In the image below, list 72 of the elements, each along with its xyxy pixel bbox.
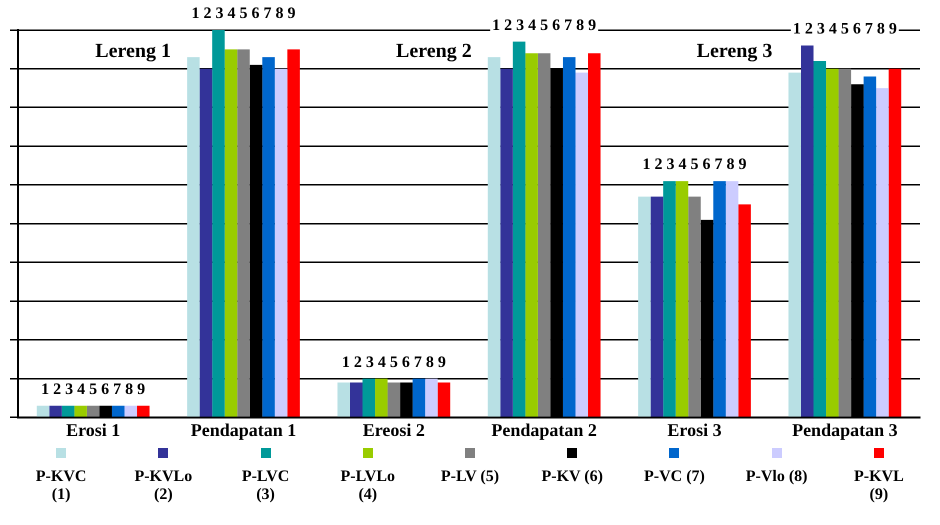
bar — [187, 57, 200, 417]
bar — [638, 196, 651, 417]
bar — [538, 53, 550, 417]
bar — [137, 406, 150, 417]
legend-label: P-KVL (9) — [852, 468, 905, 504]
bar — [814, 60, 826, 417]
bar — [350, 382, 363, 417]
x-tick-label: Ereosi 2 — [362, 420, 425, 440]
bar — [49, 406, 62, 417]
bar — [788, 72, 801, 417]
bar — [713, 181, 726, 417]
annotation: Lereng 3 — [696, 40, 772, 62]
bar — [74, 406, 87, 417]
bar — [287, 49, 300, 417]
bar — [588, 53, 601, 417]
bar — [200, 68, 212, 417]
bar — [575, 72, 588, 417]
bar — [800, 45, 814, 417]
bar — [650, 196, 664, 417]
legend-label: P-Vlo (8) — [744, 468, 809, 486]
annotation: Lereng 1 — [95, 40, 172, 62]
legend-label: P-KV (6) — [540, 468, 604, 486]
bar — [888, 68, 902, 417]
x-tick-label: Pendapatan 1 — [190, 420, 296, 440]
legend-label: P-LVLo (4) — [340, 468, 396, 504]
legend-label: P-LV (5) — [440, 468, 500, 486]
bar — [62, 406, 74, 417]
bar — [224, 49, 238, 417]
bar — [86, 406, 100, 417]
bar — [388, 382, 400, 417]
bar — [512, 42, 526, 417]
annotation: 1 2 3 4 5 6 7 8 9 — [342, 354, 446, 371]
bar — [438, 382, 450, 417]
x-tick-label: Pendapatan 3 — [792, 420, 898, 440]
annotation: 1 2 3 4 5 6 7 8 9 — [41, 380, 146, 398]
annotation: 1 2 3 4 5 6 7 8 9 — [642, 156, 746, 174]
legend-label: P-LVC (3) — [240, 468, 290, 504]
legend-label: P-KVC (1) — [34, 468, 88, 504]
bar — [237, 49, 250, 417]
legend-label: P-KVLo (2) — [133, 468, 194, 504]
bar — [412, 378, 426, 417]
bar — [262, 57, 275, 417]
bar — [488, 57, 500, 417]
bar — [738, 204, 751, 417]
bar — [562, 57, 576, 417]
bar — [676, 181, 688, 417]
bar — [425, 378, 438, 417]
bar — [864, 76, 876, 417]
bar — [826, 68, 839, 417]
bar — [337, 382, 350, 417]
x-tick-label: Erosi 1 — [66, 420, 120, 440]
bar — [274, 68, 288, 417]
bar — [663, 181, 676, 417]
bar — [838, 68, 852, 417]
bar — [112, 406, 124, 417]
bar — [525, 53, 538, 417]
legend-label: P-VC (7) — [642, 468, 706, 486]
annotation: 1 2 3 4 5 6 7 8 9 — [792, 20, 897, 38]
bar — [362, 378, 376, 417]
x-tick-label: Pendapatan 2 — [491, 420, 597, 440]
text: 1 2 3 4 5 6 7 8 9 — [192, 5, 296, 22]
bar — [876, 88, 889, 417]
bar — [124, 406, 138, 417]
annotation: 1 2 3 4 5 6 7 8 9 — [492, 16, 596, 34]
bar — [688, 196, 701, 417]
bar — [726, 181, 738, 417]
bar — [500, 68, 513, 417]
x-tick-label: Erosi 3 — [667, 420, 722, 440]
bar — [375, 378, 388, 417]
bar — [212, 30, 225, 417]
bar — [36, 406, 50, 417]
annotation: Lereng 2 — [396, 40, 472, 62]
